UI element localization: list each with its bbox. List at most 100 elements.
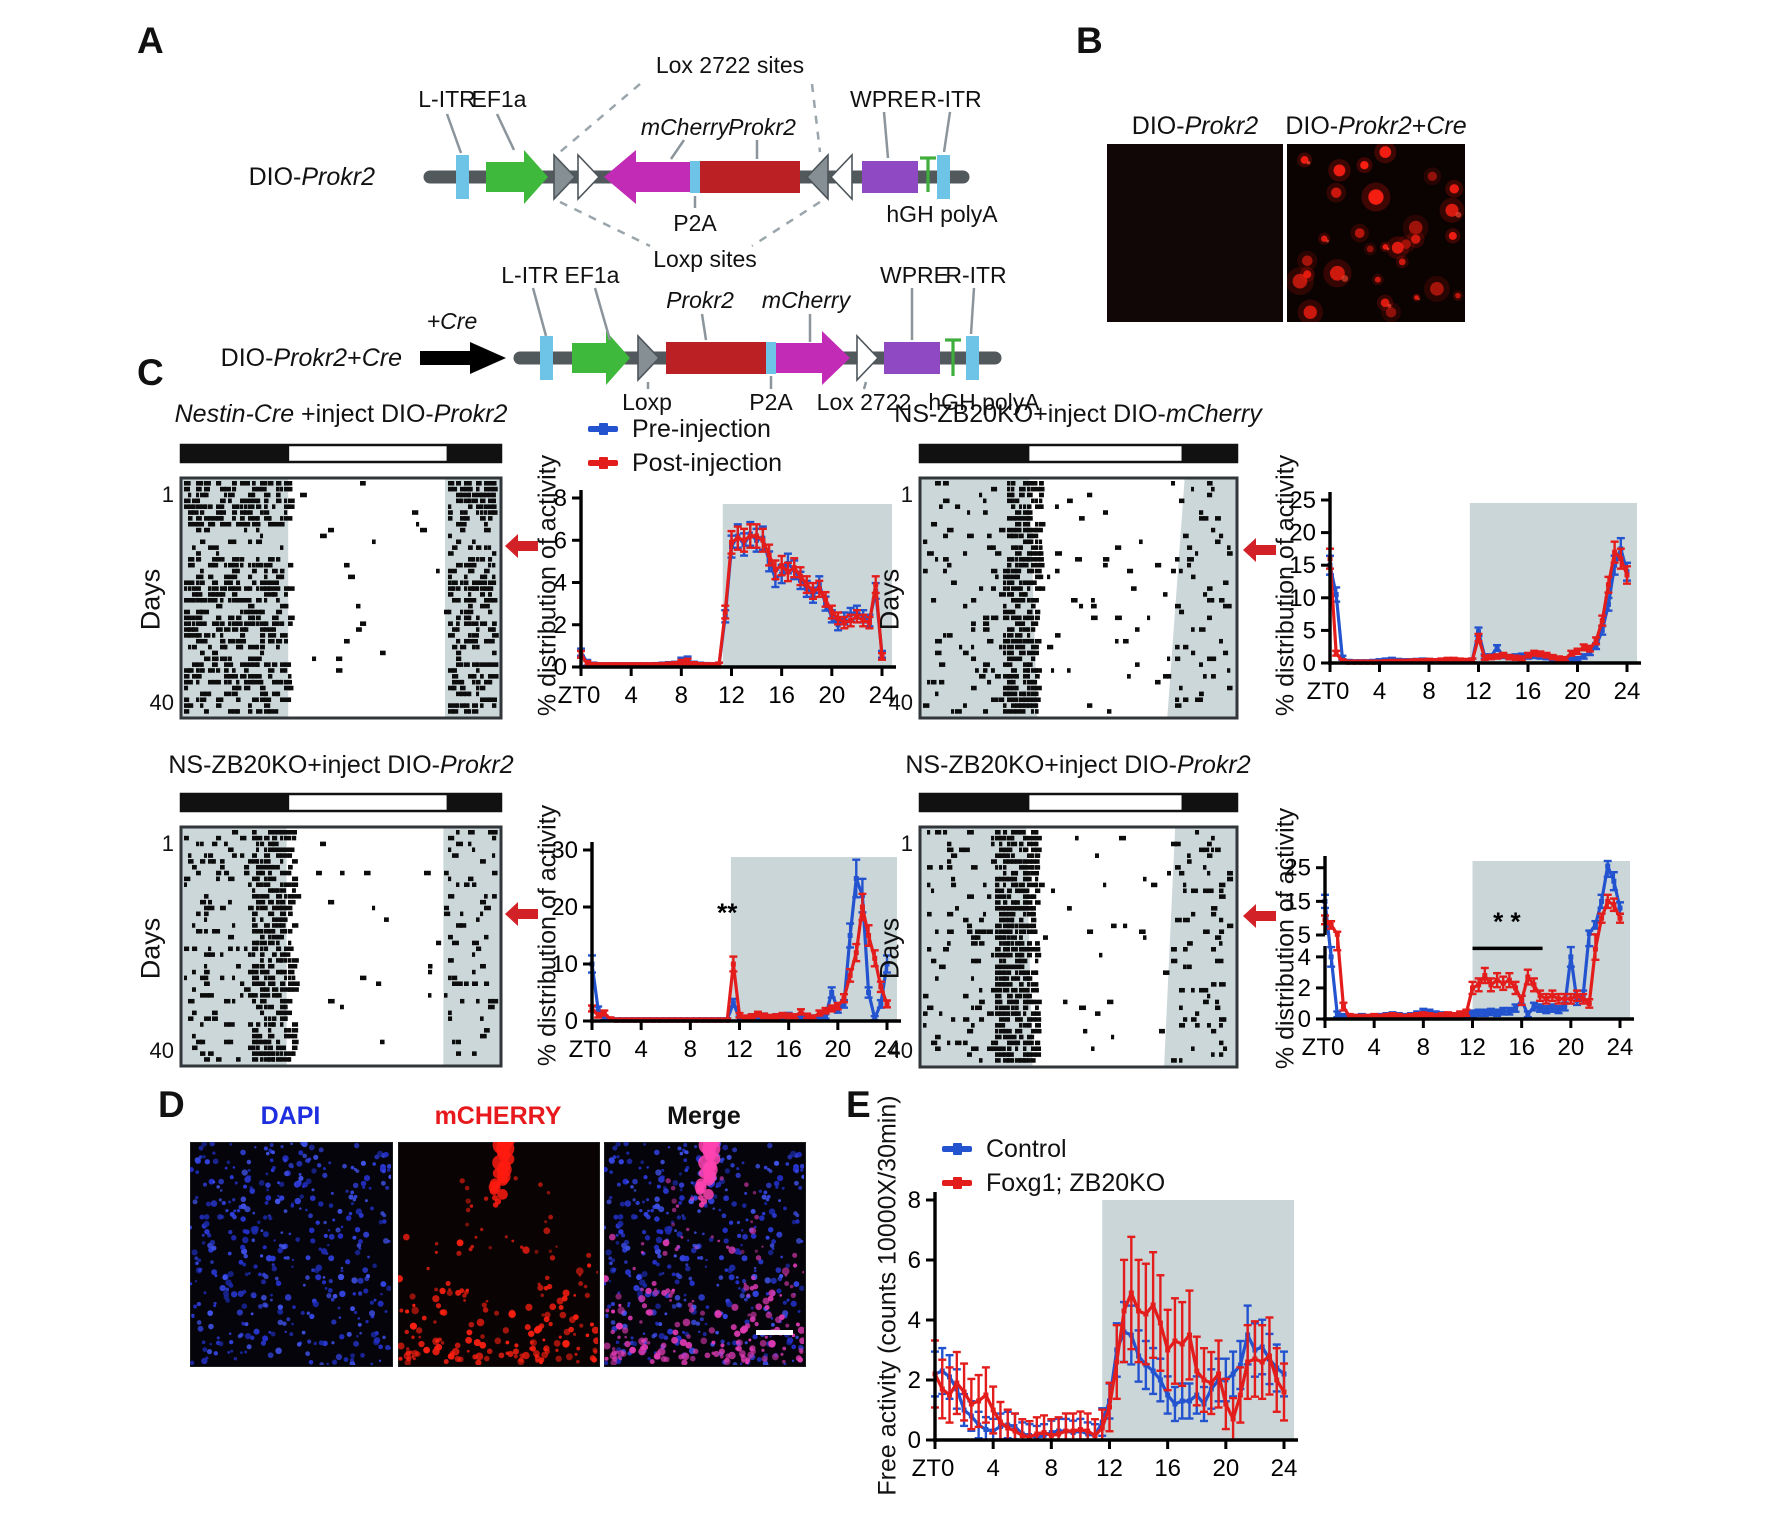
x-tick-label: 20 <box>1212 1455 1239 1482</box>
chart-2: 0 5 10 15 20 25 ZT0 4 8 12 16 20 24 <box>1289 487 1641 705</box>
control-line-icon <box>942 1143 972 1155</box>
legend-item-pre-injection: Pre-injection <box>588 412 782 446</box>
day-first-2: 1 <box>900 482 913 507</box>
panel-a-letter: A <box>137 20 164 61</box>
x-tick-label: ZT0 <box>1307 678 1350 705</box>
y-tick-label: 2 <box>1298 975 1311 1002</box>
stain-label-dapi: DAPI <box>260 1102 321 1130</box>
y-tick-label: 15 <box>1289 552 1316 579</box>
y-axis-label-chart-5: Free activity (counts 10000X/30min) <box>873 1095 902 1496</box>
x-tick-label: 20 <box>824 1036 851 1063</box>
legend-label-control: Control <box>986 1134 1067 1163</box>
actogram-group-1 <box>179 443 538 720</box>
y-tick-label: 0 <box>1303 650 1316 677</box>
x-tick-label: 8 <box>1045 1455 1058 1482</box>
y-tick-label: 8 <box>554 485 567 512</box>
construct-name-dio-prokr2-cre: DIO-Prokr2+Cre <box>220 344 402 372</box>
scale-bar <box>756 1330 793 1335</box>
construct-name-dio-prokr2: DIO-Prokr2 <box>248 163 375 191</box>
y-axis-label-chart-2: % distribution of activity <box>1271 454 1300 717</box>
foxg1-zb20ko-line-icon <box>942 1177 972 1189</box>
legend-label-post-injection: Post-injection <box>632 448 783 477</box>
legend-item-post-injection: Post-injection <box>588 446 782 480</box>
x-tick-label: 4 <box>986 1455 999 1482</box>
injection-arrow-icon <box>505 534 538 558</box>
fluorescence-image-dio-prokr2 <box>1107 144 1283 322</box>
y-tick-label: 4 <box>554 570 567 597</box>
y-tick-label: 0 <box>565 1008 578 1035</box>
panel-b-letter: B <box>1076 20 1103 61</box>
x-tick-label: 16 <box>768 682 795 709</box>
label-r-itr-2: R-ITR <box>945 262 1007 288</box>
series-red <box>931 1235 1288 1442</box>
legend-label-foxg1-zb20ko: Foxg1; ZB20KO <box>986 1168 1166 1197</box>
y-tick-label: 30 <box>551 837 578 864</box>
y-tick-label: 6 <box>554 527 567 554</box>
x-tick-label: 24 <box>1614 678 1641 705</box>
days-axis-label-4: Days <box>874 917 905 980</box>
label-loxp-sites: Loxp sites <box>653 246 757 272</box>
caption-dio-prokr2: DIO-Prokr2 <box>1131 112 1259 140</box>
x-tick-label: 24 <box>874 1036 901 1063</box>
chart-axes: 0 5 10 15 20 25 ZT0 4 8 12 16 20 24 <box>1289 487 1641 705</box>
actogram-title-1: Nestin-Cre +inject DIO-Prokr2 <box>174 400 508 428</box>
x-tick-label: ZT0 <box>912 1455 955 1482</box>
y-tick-label: 20 <box>551 894 578 921</box>
day-first-1: 1 <box>161 482 174 507</box>
stain-label-merge: Merge <box>667 1102 741 1130</box>
label-mcherry-2: mCherry <box>761 287 851 313</box>
panel-e-letter: E <box>846 1084 871 1125</box>
x-tick-label: 16 <box>775 1036 802 1063</box>
day-last-2: 40 <box>888 690 913 715</box>
day-last-1: 40 <box>149 690 174 715</box>
y-tick-label: 0 <box>554 654 567 681</box>
label-lox2722-sites: Lox 2722 sites <box>655 52 805 78</box>
significance-stars: * * <box>1493 907 1521 937</box>
y-tick-label: 10 <box>1289 585 1316 612</box>
x-tick-label: 4 <box>634 1036 647 1063</box>
day-last-4: 40 <box>888 1038 913 1063</box>
y-tick-label: 4 <box>908 1307 921 1334</box>
day-first-3: 1 <box>161 831 174 856</box>
label-prokr2-2: Prokr2 <box>666 287 734 313</box>
y-axis-label-chart-3: % distribution of activity <box>533 804 562 1067</box>
x-tick-label: 8 <box>684 1036 697 1063</box>
label-ef1a-2: EF1a <box>564 262 620 288</box>
actogram-group-3 <box>179 792 538 1068</box>
label-ef1a: EF1a <box>471 86 527 112</box>
legend-item-foxg1-zb20ko: Foxg1; ZB20KO <box>942 1166 1165 1200</box>
actogram-group-2 <box>918 443 1276 720</box>
x-tick-label: 4 <box>1367 1034 1380 1061</box>
y-tick-label: 20 <box>1289 520 1316 547</box>
y-tick-label: 10 <box>551 951 578 978</box>
x-tick-label: ZT0 <box>569 1036 612 1063</box>
y-tick-label: 2 <box>908 1367 921 1394</box>
label-plus-cre: +Cre <box>426 308 478 334</box>
actogram-marks <box>923 830 1234 1063</box>
x-tick-label: 24 <box>1271 1455 1298 1482</box>
legend-label-pre-injection: Pre-injection <box>632 414 771 443</box>
y-tick-label: 2 <box>554 612 567 639</box>
x-tick-label: 4 <box>624 682 637 709</box>
x-tick-label: 12 <box>1465 678 1492 705</box>
chart-3: 0 10 20 30 ZT0 4 8 12 16 20 24 ** <box>551 837 901 1063</box>
days-axis-label-2: Days <box>874 568 905 631</box>
y-tick-label: 6 <box>908 1247 921 1274</box>
x-tick-label: 8 <box>1422 678 1435 705</box>
x-tick-label: 20 <box>1557 1034 1584 1061</box>
x-tick-label: 20 <box>1564 678 1591 705</box>
label-hgh-polya-2: hGH polyA <box>928 389 1040 415</box>
x-tick-label: 24 <box>869 682 896 709</box>
label-lox2722: Lox 2722 <box>816 389 912 415</box>
caption-dio-prokr2-cre: DIO-Prokr2+Cre <box>1285 112 1467 140</box>
label-mcherry: mCherry <box>640 114 730 140</box>
x-tick-label: ZT0 <box>1302 1034 1345 1061</box>
actogram-marks <box>923 481 1233 714</box>
label-l-itr: L-ITR <box>418 86 476 112</box>
